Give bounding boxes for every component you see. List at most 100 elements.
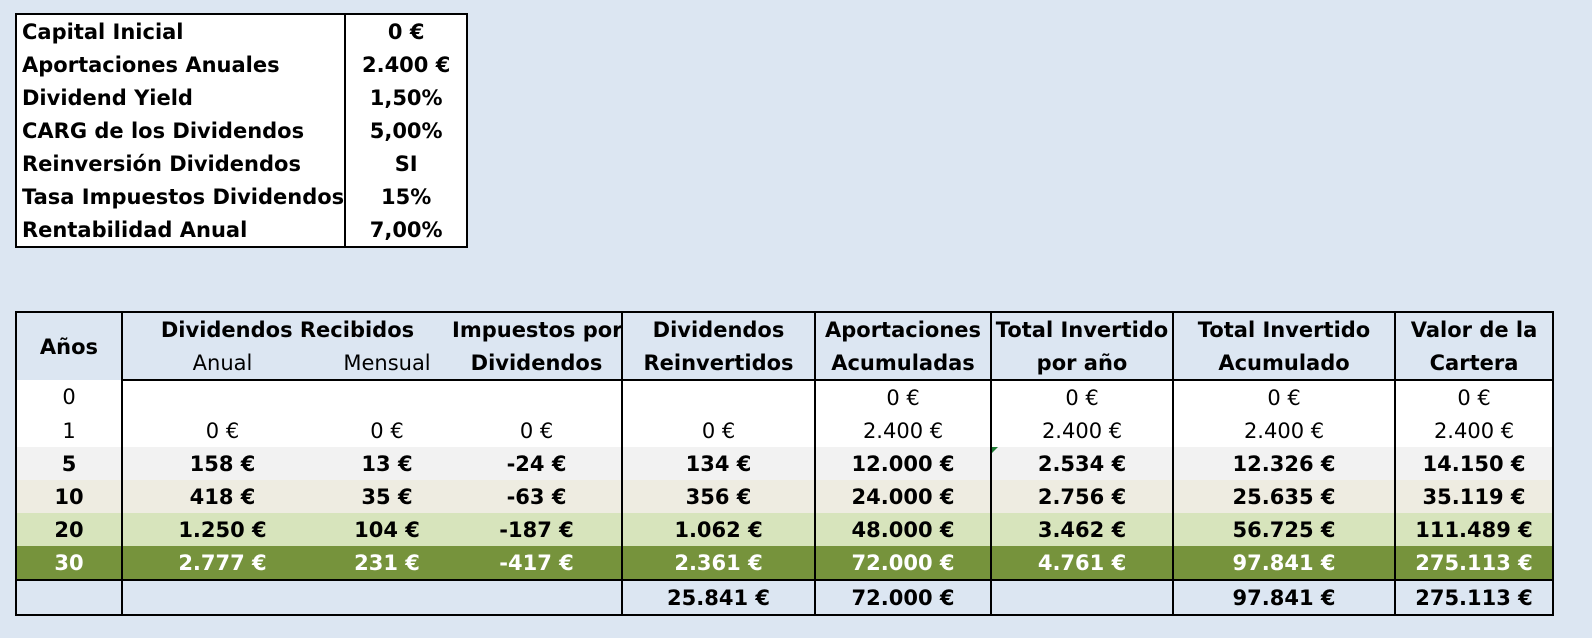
param-row: Reinversión Dividendos SI — [16, 147, 468, 180]
cell-annual[interactable]: 158 € — [122, 447, 322, 480]
cell-portfolio[interactable]: 35.119 € — [1395, 480, 1554, 513]
cell-year[interactable]: 20 — [16, 513, 123, 546]
cell-year[interactable]: 1 — [16, 414, 123, 447]
header-portfolio-value[interactable]: Valor de la — [1395, 312, 1554, 346]
header-annual[interactable]: Anual — [122, 346, 322, 381]
param-value[interactable]: 0 € — [344, 14, 468, 48]
table-row: 20 1.250 € 104 € -187 € 1.062 € 48.000 €… — [16, 513, 1554, 546]
cell-annual[interactable]: 1.250 € — [122, 513, 322, 546]
cell-taxes[interactable]: -24 € — [452, 447, 624, 480]
cell-total-per-year[interactable]: 2.534 € — [991, 447, 1175, 480]
header-taxes-2[interactable]: Dividendos — [452, 346, 624, 381]
table-row: 1 0 € 0 € 0 € 0 € 2.400 € 2.400 € 2.400 … — [16, 414, 1554, 447]
cell-annual[interactable]: 418 € — [122, 480, 322, 513]
cell-portfolio[interactable]: 0 € — [1395, 380, 1554, 414]
param-label[interactable]: Reinversión Dividendos — [22, 151, 301, 176]
cell-year[interactable]: 0 — [16, 380, 123, 414]
header-reinvested[interactable]: Dividendos — [622, 312, 817, 346]
cell-contributions[interactable]: 0 € — [815, 380, 993, 414]
cell-reinvested[interactable]: 356 € — [622, 480, 817, 513]
cell-contributions[interactable]: 12.000 € — [815, 447, 993, 480]
cell-reinvested[interactable]: 134 € — [622, 447, 817, 480]
cell-reinvested[interactable]: 0 € — [622, 414, 817, 447]
cell-monthly[interactable] — [322, 380, 453, 414]
param-label[interactable]: Dividend Yield — [22, 85, 193, 110]
cell-monthly-empty[interactable] — [322, 579, 453, 615]
param-row: Aportaciones Anuales 2.400 € — [16, 48, 468, 81]
cell-year-empty[interactable] — [16, 579, 123, 615]
cell-taxes[interactable] — [452, 380, 624, 414]
param-label[interactable]: Capital Inicial — [22, 19, 184, 44]
table-row: 5 158 € 13 € -24 € 134 € 12.000 € 2.534 … — [16, 447, 1554, 480]
cell-annual-empty[interactable] — [122, 579, 322, 615]
param-value[interactable]: 7,00% — [344, 213, 468, 247]
cell-taxes-empty[interactable] — [452, 579, 624, 615]
param-value[interactable]: 15% — [344, 180, 468, 213]
cell-total-accumulated[interactable]: 56.725 € — [1173, 513, 1397, 546]
cell-monthly[interactable]: 0 € — [322, 414, 453, 447]
table-row: 10 418 € 35 € -63 € 356 € 24.000 € 2.756… — [16, 480, 1554, 513]
header-total-accumulated[interactable]: Total Invertido — [1173, 312, 1397, 346]
header-reinvested-2[interactable]: Reinvertidos — [622, 346, 817, 381]
cell-annual[interactable]: 0 € — [122, 414, 322, 447]
param-value[interactable]: 5,00% — [344, 114, 468, 147]
header-taxes[interactable]: Impuestos por — [452, 312, 624, 346]
header-total-accumulated-2[interactable]: Acumulado — [1173, 346, 1397, 381]
cell-annual[interactable] — [122, 380, 322, 414]
cell-monthly[interactable]: 231 € — [322, 546, 453, 580]
param-value[interactable]: 1,50% — [344, 81, 468, 114]
header-contributions[interactable]: Aportaciones — [815, 312, 993, 346]
cell-portfolio[interactable]: 2.400 € — [1395, 414, 1554, 447]
total-portfolio[interactable]: 275.113 € — [1395, 579, 1554, 615]
header-contributions-2[interactable]: Acumuladas — [815, 346, 993, 381]
cell-taxes[interactable]: -187 € — [452, 513, 624, 546]
cell-total-per-year[interactable]: 2.400 € — [991, 414, 1175, 447]
param-value[interactable]: SI — [344, 147, 468, 180]
total-contributions[interactable]: 72.000 € — [815, 579, 993, 615]
cell-portfolio[interactable]: 111.489 € — [1395, 513, 1554, 546]
cell-monthly[interactable]: 13 € — [322, 447, 453, 480]
header-dividends-received[interactable]: Dividendos Recibidos — [122, 312, 453, 346]
cell-annual[interactable]: 2.777 € — [122, 546, 322, 580]
cell-total-accumulated[interactable]: 2.400 € — [1173, 414, 1397, 447]
header-years[interactable]: Años — [16, 312, 123, 380]
header-portfolio-value-2[interactable]: Cartera — [1395, 346, 1554, 381]
header-total-per-year[interactable]: Total Invertido — [991, 312, 1175, 346]
param-label[interactable]: Rentabilidad Anual — [22, 217, 248, 242]
cell-reinvested[interactable]: 1.062 € — [622, 513, 817, 546]
table-row: 0 0 € 0 € 0 € 0 € — [16, 380, 1554, 414]
cell-reinvested[interactable] — [622, 380, 817, 414]
cell-total-accumulated[interactable]: 0 € — [1173, 380, 1397, 414]
total-reinvested[interactable]: 25.841 € — [622, 579, 817, 615]
cell-contributions[interactable]: 24.000 € — [815, 480, 993, 513]
header-monthly[interactable]: Mensual — [322, 346, 453, 381]
cell-total-per-year[interactable]: 4.761 € — [991, 546, 1175, 580]
param-value[interactable]: 2.400 € — [344, 48, 468, 81]
cell-total-accumulated[interactable]: 12.326 € — [1173, 447, 1397, 480]
param-label[interactable]: Tasa Impuestos Dividendos — [22, 184, 345, 209]
cell-year[interactable]: 30 — [16, 546, 123, 580]
cell-contributions[interactable]: 72.000 € — [815, 546, 993, 580]
cell-contributions[interactable]: 2.400 € — [815, 414, 993, 447]
cell-total-accumulated[interactable]: 25.635 € — [1173, 480, 1397, 513]
cell-year[interactable]: 5 — [16, 447, 123, 480]
cell-year[interactable]: 10 — [16, 480, 123, 513]
cell-reinvested[interactable]: 2.361 € — [622, 546, 817, 580]
param-label[interactable]: Aportaciones Anuales — [22, 52, 280, 77]
cell-total-per-year[interactable]: 3.462 € — [991, 513, 1175, 546]
param-label[interactable]: CARG de los Dividendos — [22, 118, 305, 143]
total-accumulated[interactable]: 97.841 € — [1173, 579, 1397, 615]
cell-total-accumulated[interactable]: 97.841 € — [1173, 546, 1397, 580]
cell-portfolio[interactable]: 14.150 € — [1395, 447, 1554, 480]
cell-contributions[interactable]: 48.000 € — [815, 513, 993, 546]
cell-taxes[interactable]: -63 € — [452, 480, 624, 513]
header-total-per-year-2[interactable]: por año — [991, 346, 1175, 381]
cell-total-per-year[interactable]: 0 € — [991, 380, 1175, 414]
cell-total-per-year-empty[interactable] — [991, 579, 1175, 615]
cell-taxes[interactable]: -417 € — [452, 546, 624, 580]
cell-monthly[interactable]: 104 € — [322, 513, 453, 546]
cell-monthly[interactable]: 35 € — [322, 480, 453, 513]
cell-portfolio[interactable]: 275.113 € — [1395, 546, 1554, 580]
cell-taxes[interactable]: 0 € — [452, 414, 624, 447]
cell-total-per-year[interactable]: 2.756 € — [991, 480, 1175, 513]
